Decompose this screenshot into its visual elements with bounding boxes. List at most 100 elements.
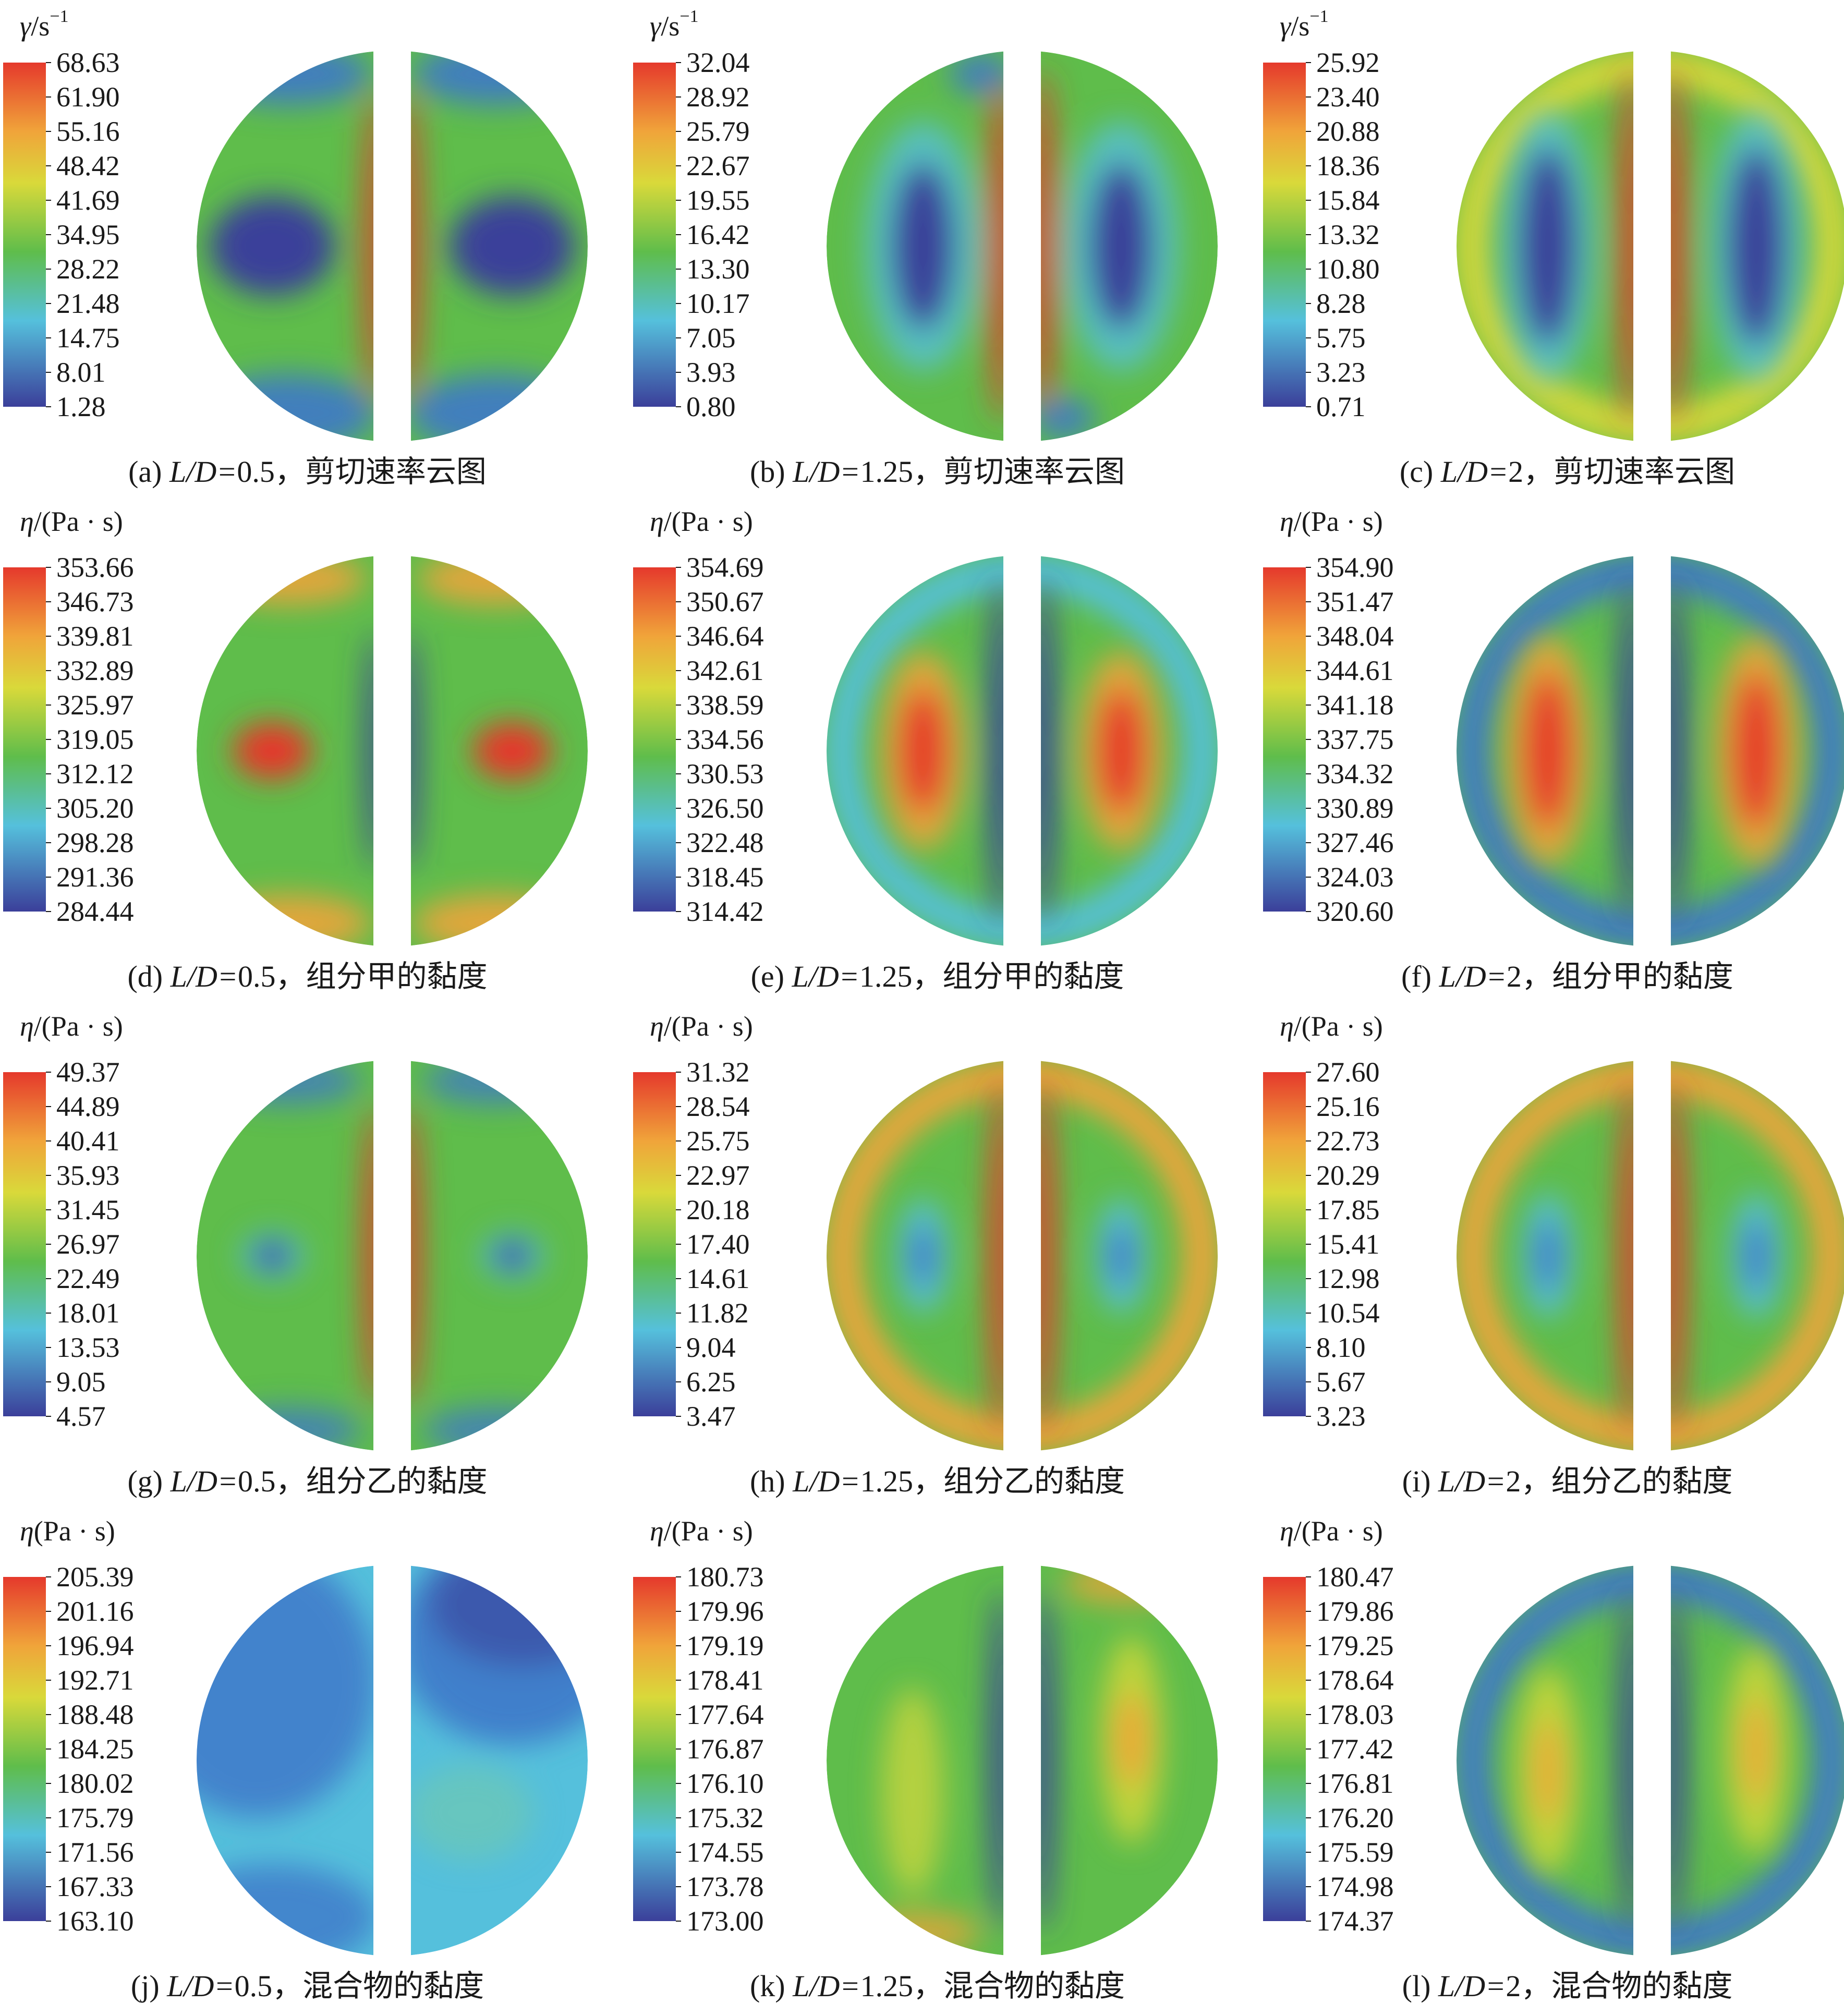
center-gap (1003, 1055, 1041, 1456)
colorbar-title: γ/s−1 (20, 7, 69, 42)
colorbar-tick-label: 337.75 (1316, 724, 1394, 755)
colorbar-tick-label: 291.36 (56, 861, 134, 893)
colorbar-tick-label: 173.00 (686, 1905, 764, 1937)
colorbar-tick-label: 312.12 (56, 758, 134, 790)
colorbar-tick-label: 319.05 (56, 724, 134, 755)
colorbar-tick-label: 178.64 (1316, 1665, 1394, 1696)
contour-region (199, 374, 377, 442)
colorbar-tick-label: 31.45 (56, 1194, 120, 1225)
colorbar-tick-label: 12.98 (1316, 1263, 1380, 1294)
colorbar (633, 1577, 676, 1921)
colorbar-tick-label: 5.67 (1316, 1366, 1366, 1398)
contour-region (1524, 673, 1571, 829)
colorbar-tick-label: 175.59 (1316, 1837, 1394, 1868)
colorbar-tick-label: 22.73 (1316, 1125, 1380, 1157)
colorbar-tick-label: 23.40 (1316, 81, 1380, 113)
center-gap (1003, 45, 1041, 447)
colorbar-tick-label: 284.44 (56, 896, 134, 927)
contour-region (892, 163, 954, 330)
colorbar-tick-label: 324.03 (1316, 861, 1394, 893)
colorbar (1263, 567, 1306, 912)
colorbar-tick-label: 346.64 (686, 621, 764, 652)
colorbar (1263, 63, 1306, 407)
contour-region (881, 1687, 944, 1896)
colorbar-tick-label: 320.60 (1316, 896, 1394, 927)
colorbar-tick-label: 339.81 (56, 621, 134, 652)
colorbar-tick-label: 19.55 (686, 185, 750, 216)
panel-d: η/(Pa · s) 353.66 346.73 339.81 332.89 325.97… (0, 505, 615, 1006)
colorbar-tick-label: 61.90 (56, 81, 120, 113)
colorbar-title: η/(Pa · s) (1280, 1515, 1383, 1547)
colorbar-tick-label: 178.03 (1316, 1699, 1394, 1730)
colorbar (633, 567, 676, 912)
colorbar-tick-label: 26.97 (56, 1229, 120, 1260)
colorbar-tick-label: 31.32 (686, 1056, 750, 1088)
colorbar-title: η/(Pa · s) (650, 506, 753, 537)
center-gap (1003, 1560, 1041, 1961)
colorbar-tick-label: 201.16 (56, 1596, 134, 1627)
panel-caption: (g) L/D=0.5，组分乙的黏度 (127, 1464, 488, 1498)
panel-caption: (d) L/D=0.5，组分甲的黏度 (127, 960, 488, 993)
center-gap (373, 45, 411, 447)
colorbar-tick-label: 180.02 (56, 1768, 134, 1799)
panel-caption: (c) L/D=2，剪切速率云图 (1399, 455, 1736, 489)
colorbar-tick-label: 174.37 (1316, 1905, 1394, 1937)
contour-region (413, 51, 580, 105)
contour-region (215, 1060, 361, 1104)
colorbar-tick-label: 351.47 (1316, 586, 1394, 617)
colorbar-tick-label: 55.16 (56, 116, 120, 147)
contour-region (413, 894, 580, 946)
panel-caption: (b) L/D=1.25，剪切速率云图 (749, 455, 1125, 489)
center-gap (1633, 1055, 1671, 1456)
colorbar-tick-label: 14.75 (56, 322, 120, 354)
colorbar-tick-label: 298.28 (56, 827, 134, 858)
center-gap (1633, 550, 1671, 952)
colorbar-tick-label: 20.18 (686, 1194, 750, 1225)
panel-c: γ/s−1 25.92 23.40 20.88 18.36 15.84 13.32 10.80… (1260, 0, 1844, 502)
colorbar-tick-label: 174.55 (686, 1837, 764, 1868)
colorbar-tick-label: 334.56 (686, 724, 764, 755)
colorbar-tick-label: 18.01 (56, 1297, 120, 1329)
contour-region (254, 1241, 290, 1270)
colorbar-tick-label: 32.04 (686, 47, 750, 78)
colorbar-tick-label: 34.95 (56, 219, 120, 250)
colorbar-tick-label: 330.89 (1316, 793, 1394, 824)
contour-region (204, 894, 371, 946)
colorbar-title: η/(Pa · s) (650, 1515, 753, 1547)
colorbar-tick-label: 25.92 (1316, 47, 1380, 78)
colorbar-tick-label: 353.66 (56, 552, 134, 583)
colorbar-tick-label: 173.78 (686, 1871, 764, 1902)
colorbar-tick-label: 10.54 (1316, 1297, 1380, 1329)
colorbar-tick-label: 13.30 (686, 253, 750, 285)
colorbar (1263, 1577, 1306, 1921)
colorbar-tick-label: 20.29 (1316, 1160, 1380, 1191)
colorbar-tick-label: 8.28 (1316, 288, 1366, 319)
colorbar-tick-label: 13.32 (1316, 219, 1380, 250)
panel-j: η(Pa · s) 205.39 201.16 196.94 192.71 188.48 1… (0, 1514, 615, 2016)
contour-region (494, 1241, 530, 1270)
colorbar-tick-label: 341.18 (1316, 689, 1394, 721)
colorbar-tick-label: 17.40 (686, 1229, 750, 1260)
colorbar-tick-label: 184.25 (56, 1733, 134, 1765)
colorbar-tick-label: 8.10 (1316, 1332, 1366, 1363)
colorbar-tick-label: 4.57 (56, 1401, 106, 1432)
colorbar-tick-label: 3.23 (1316, 357, 1366, 388)
colorbar-tick-label: 326.50 (686, 793, 764, 824)
contour-region (450, 197, 575, 296)
colorbar-tick-label: 205.39 (56, 1561, 134, 1593)
panel-g: η/(Pa · s) 49.37 44.89 40.41 35.93 31.45 26.97… (0, 1010, 615, 1511)
center-gap (1633, 1560, 1671, 1961)
colorbar-title: γ/s−1 (650, 7, 699, 42)
colorbar-tick-label: 176.10 (686, 1768, 764, 1799)
colorbar-tick-label: 325.97 (56, 689, 134, 721)
contour-region (473, 722, 551, 780)
contour-region (204, 51, 371, 105)
panel-caption: (f) L/D=2，组分甲的黏度 (1401, 960, 1733, 993)
contour-region (210, 555, 366, 605)
colorbar-tick-label: 178.41 (686, 1665, 764, 1696)
